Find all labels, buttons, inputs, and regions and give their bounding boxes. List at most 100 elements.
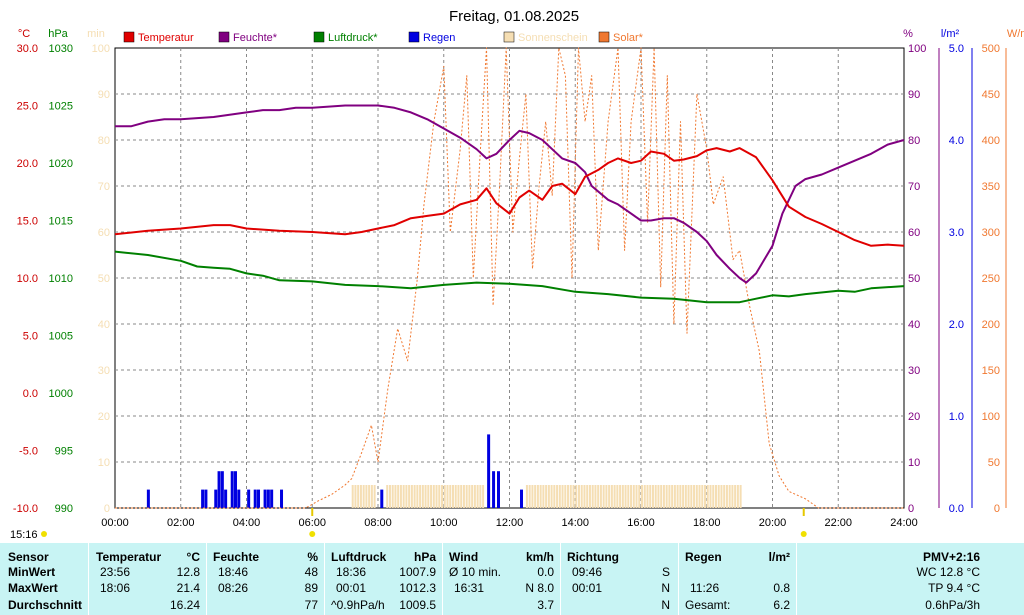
solar-tick-label: 500 (982, 43, 1000, 55)
pressure-tick-label: 1005 (49, 331, 73, 343)
sunshine-bar (430, 485, 433, 508)
header-pmv: PMV+2:16 (922, 550, 980, 564)
sunshine-bar (651, 485, 654, 508)
rain-bar (253, 489, 257, 508)
sunshine-bar (572, 485, 575, 508)
sunshine-tick-label: 0 (104, 503, 110, 515)
sunshine-bar (569, 485, 572, 508)
sunshine-bar (608, 485, 611, 508)
pressure-tick-label: 990 (55, 503, 73, 515)
row-max-dir-val: N (661, 581, 670, 595)
sunshine-tick-label: 60 (98, 227, 110, 239)
temp-tick-label: 25.0 (17, 101, 38, 113)
sunshine-tick-label: 100 (92, 43, 110, 55)
sunshine-bar (586, 485, 589, 508)
row-avg-press-time: ^0.9hPa/h (331, 598, 385, 612)
header-sensor: Sensor (8, 550, 49, 564)
sunshine-tick-label: 10 (98, 457, 110, 469)
sunshine-bar (550, 485, 553, 508)
sunshine-bar (635, 485, 638, 508)
sunshine-bar (679, 485, 682, 508)
legend-swatch-solar (598, 31, 610, 43)
row-max-press-time: 00:01 (336, 581, 367, 595)
sunshine-bar (449, 485, 452, 508)
sunshine-bar (413, 485, 416, 508)
sunshine-axis-unit: min (87, 28, 105, 40)
sunshine-bar (443, 485, 446, 508)
rain-tick-label: 3.0 (949, 227, 964, 239)
sunshine-bar (638, 485, 641, 508)
header-rain-unit: l/m² (768, 550, 790, 564)
row-min-press-val: 1007.9 (399, 565, 436, 579)
sunshine-bar (410, 485, 413, 508)
legend-label-rain: Regen (423, 32, 455, 44)
x-tick-label: 12:00 (496, 517, 524, 529)
sunshine-bar (627, 485, 630, 508)
x-tick-label: 10:00 (430, 517, 458, 529)
rain-bar (224, 489, 228, 508)
row-min-press-time: 18:36 (336, 565, 367, 579)
humidity-line (115, 104, 905, 284)
temp-tick-label: 5.0 (23, 331, 38, 343)
sunshine-bars (351, 485, 742, 508)
sunshine-bar (588, 485, 591, 508)
rain-bar (214, 489, 218, 508)
sunshine-bar (654, 485, 657, 508)
legend-label-sunshine: Sonnenschein (518, 32, 588, 44)
solar-tick-label: 400 (982, 135, 1000, 147)
sunshine-tick-label: 80 (98, 135, 110, 147)
sunshine-bar (558, 485, 561, 508)
sunshine-bar (668, 485, 671, 508)
sunshine-bar (714, 485, 717, 508)
row-avg-rain-time: Gesamt: (685, 598, 731, 612)
sunshine-bar (736, 485, 739, 508)
row-min-label: MinWert (8, 565, 56, 579)
sunshine-bar (725, 485, 728, 508)
legend-label-solar: Solar* (613, 32, 644, 44)
sunshine-bar (408, 485, 411, 508)
pressure-line (114, 250, 905, 304)
rain-tick-label: 0.0 (949, 503, 964, 515)
humidity-tick-label: 20 (908, 411, 920, 423)
rain-bars (146, 434, 524, 508)
sunshine-bar (545, 485, 548, 508)
sunshine-bar (602, 485, 605, 508)
sunshine-bar (657, 485, 660, 508)
sunshine-bar (567, 485, 570, 508)
sunshine-bar (643, 485, 646, 508)
sunshine-bar (460, 485, 463, 508)
sunshine-bar (591, 485, 594, 508)
temp-tick-label: 30.0 (17, 43, 38, 55)
sunshine-bar (386, 485, 389, 508)
row-min-temp-time: 23:56 (100, 565, 131, 579)
rain-bar (380, 489, 384, 508)
sunshine-bar (362, 485, 365, 508)
pressure-tick-label: 1015 (49, 216, 73, 228)
sunshine-bar (427, 485, 430, 508)
sunshine-bar (632, 485, 635, 508)
pressure-tick-label: 1030 (49, 43, 73, 55)
legend-label-pressure: Luftdruck* (328, 32, 378, 44)
series-lines (114, 47, 905, 509)
header-wind: Wind (449, 550, 479, 564)
rain-bar (492, 471, 496, 508)
sunshine-bar (605, 485, 608, 508)
sunshine-bar (695, 485, 698, 508)
solar-tick-label: 350 (982, 181, 1000, 193)
sunshine-bar (701, 485, 704, 508)
temp-axis-unit: °C (18, 28, 30, 40)
rain-bar (217, 471, 221, 508)
rain-tick-label: 2.0 (949, 319, 964, 331)
sunshine-bar (547, 485, 550, 508)
sunshine-bar (709, 485, 712, 508)
legend-swatch-pressure (313, 31, 325, 43)
solar-line (115, 47, 904, 509)
temp-tick-label: 10.0 (17, 273, 38, 285)
rain-bar (263, 489, 267, 508)
sunshine-bar (613, 485, 616, 508)
x-tick-label: 00:00 (101, 517, 129, 529)
sunshine-bar (599, 485, 602, 508)
sunshine-bar (471, 485, 474, 508)
sunshine-bar (734, 485, 737, 508)
sunshine-bar (465, 485, 468, 508)
